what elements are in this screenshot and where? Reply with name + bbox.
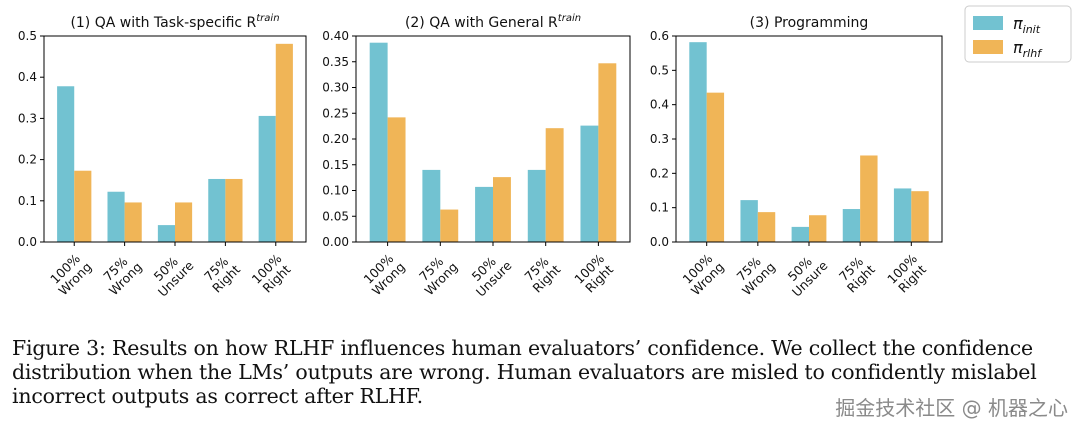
x-tick-label: 75%Wrong — [412, 249, 461, 298]
chart-title: (3) Programming — [750, 15, 869, 31]
y-tick-label: 0.1 — [650, 201, 669, 215]
y-tick-label: 0.2 — [18, 153, 37, 167]
bar-pi_rlhf-1 — [387, 117, 406, 242]
bar-pi_init-1 — [689, 42, 707, 243]
bar-pi_rlhf-1 — [74, 170, 92, 242]
y-tick-label: 0.05 — [322, 209, 349, 223]
bar-pi_rlhf-1 — [706, 92, 725, 243]
y-tick-label: 0.4 — [18, 70, 37, 84]
chart-panel-1: 0.0 0.1 0.2 0.3 0.4 0.5 100%Wrong 75%Wrong 50%Un… — [18, 13, 307, 300]
bar-pi_init-5 — [258, 115, 276, 242]
bar-pi_init-2 — [107, 191, 125, 242]
watermark: 掘金技术社区 @ 机器之心 — [835, 396, 1068, 420]
bar-pi_init-2 — [422, 169, 441, 242]
y-tick-label: 0.0 — [18, 235, 37, 249]
chart-title-superscript: train — [558, 13, 581, 24]
legend-swatch-pi_rlhf — [973, 40, 1003, 54]
y-tick-label: 0.0 — [650, 235, 669, 249]
legend-symbol: π — [1013, 38, 1023, 57]
y-tick-label: 0.40 — [322, 29, 349, 43]
bar-pi_rlhf-4 — [225, 178, 243, 242]
bar-pi_rlhf-5 — [598, 63, 617, 242]
x-tick-label: 50%Unsure — [145, 248, 197, 300]
bar-pi_init-5 — [893, 188, 912, 242]
bar-pi_rlhf-4 — [545, 128, 564, 242]
bar-pi_init-3 — [157, 225, 175, 242]
x-tick-label: 100%Right — [884, 251, 930, 297]
chart-title: (1) QA with Task-specific Rtrain — [70, 13, 279, 31]
bar-pi_rlhf-3 — [175, 202, 193, 242]
bar-pi_rlhf-5 — [275, 43, 293, 242]
bar-pi_init-5 — [580, 125, 599, 242]
bar-pi_init-1 — [57, 86, 75, 242]
bar-pi_init-4 — [527, 169, 546, 242]
bar-pi_init-4 — [842, 209, 861, 242]
x-tick-label: 50%Unsure — [463, 248, 515, 300]
y-tick-label: 0.1 — [18, 194, 37, 208]
chart-title-main: (1) QA with Task-specific R — [70, 15, 256, 31]
chart-title-main: (3) Programming — [750, 15, 869, 31]
bar-pi_init-2 — [740, 200, 758, 242]
y-tick-label: 0.20 — [322, 132, 349, 146]
y-tick-label: 0.3 — [18, 111, 37, 125]
legend-subscript: init — [1023, 23, 1041, 36]
chart-panel-3: 0.0 0.1 0.2 0.3 0.4 0.5 0.6 100%Wrong 75%Wrong 50… — [650, 15, 943, 300]
legend-symbol: π — [1013, 14, 1023, 33]
bar-pi_rlhf-2 — [124, 202, 142, 242]
y-tick-label: 0.4 — [650, 98, 669, 112]
x-tick-label: 75%Right — [834, 252, 878, 296]
x-tick-label: 100%Wrong — [359, 249, 408, 298]
chart-title-superscript: train — [256, 13, 279, 24]
y-tick-label: 0.2 — [650, 166, 669, 180]
y-tick-label: 0.5 — [650, 63, 669, 77]
x-tick-label: 100%Wrong — [678, 249, 727, 298]
bar-pi_rlhf-2 — [440, 209, 459, 242]
bar-pi_rlhf-3 — [493, 177, 511, 242]
x-tick-label: 75%Wrong — [729, 249, 778, 298]
y-tick-label: 0.30 — [322, 81, 349, 95]
x-tick-label: 75%Right — [199, 252, 243, 296]
legend-label-pi_rlhf: πrlhf — [1013, 38, 1043, 60]
bar-pi_rlhf-4 — [860, 155, 878, 242]
bar-pi_init-4 — [208, 178, 226, 242]
figure-caption: Figure 3: Results on how RLHF influences… — [12, 336, 1037, 408]
y-tick-label: 0.15 — [322, 158, 349, 172]
bar-pi_init-3 — [475, 186, 493, 242]
legend-swatch-pi_init — [973, 16, 1003, 30]
bar-pi_init-1 — [369, 42, 388, 242]
x-tick-label: 75%Right — [520, 252, 564, 296]
x-tick-label: 50%Unsure — [779, 248, 831, 300]
chart-title-main: (2) QA with General R — [405, 15, 558, 31]
y-tick-label: 0.25 — [322, 106, 349, 120]
y-tick-label: 0.10 — [322, 184, 349, 198]
legend-subscript: rlhf — [1023, 47, 1044, 60]
x-tick-label: 100%Wrong — [46, 249, 95, 298]
x-tick-label: 100%Right — [571, 251, 617, 297]
bar-pi_rlhf-3 — [809, 215, 827, 242]
bar-pi_rlhf-2 — [757, 212, 776, 242]
y-tick-label: 0.3 — [650, 132, 669, 146]
y-tick-label: 0.35 — [322, 55, 349, 69]
bar-pi_rlhf-5 — [911, 191, 929, 242]
chart-title: (2) QA with General Rtrain — [405, 13, 581, 31]
chart-panel-2: 0.00 0.05 0.10 0.15 0.20 0.25 0.30 0.35 0.40 100%… — [322, 13, 631, 300]
y-tick-label: 0.6 — [650, 29, 669, 43]
y-tick-label: 0.00 — [322, 235, 349, 249]
x-tick-label: 100%Right — [249, 251, 295, 297]
legend-label-pi_init: πinit — [1013, 14, 1041, 36]
y-tick-label: 0.5 — [18, 29, 37, 43]
bar-pi_init-3 — [791, 226, 809, 242]
x-tick-label: 75%Wrong — [96, 249, 145, 298]
